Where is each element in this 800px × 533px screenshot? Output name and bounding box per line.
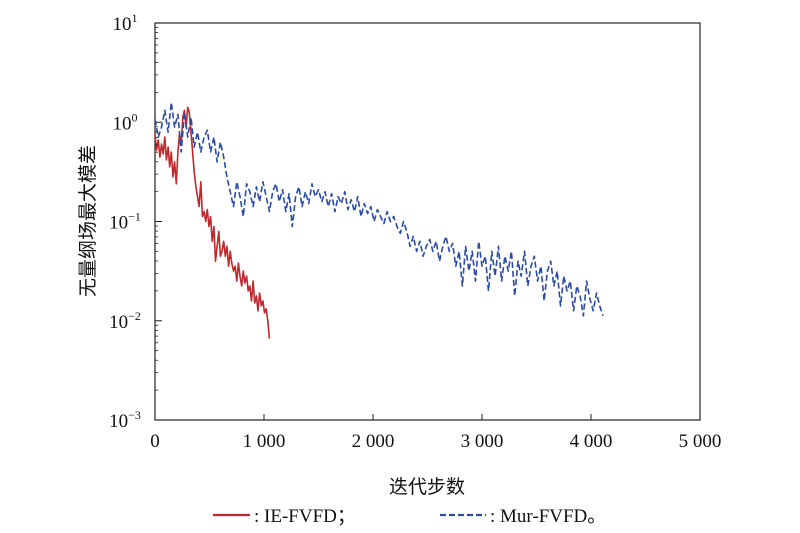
y-tick-label: 101 [113, 11, 138, 35]
y-tick-label: 10−1 [109, 210, 141, 234]
x-tick-label: 5 000 [679, 431, 722, 452]
x-tick-label: 2 000 [352, 431, 395, 452]
x-tick-label: 4 000 [570, 431, 613, 452]
x-tick-label: 1 000 [243, 431, 286, 452]
y-tick-labels: 101 100 10−1 10−2 10−3 [109, 11, 141, 432]
x-tick-label: 0 [150, 431, 160, 452]
x-tick-label: 3 000 [461, 431, 504, 452]
legend-label-ie-fvfd: : IE-FVFD； [254, 506, 356, 527]
x-tick-marks [154, 414, 701, 420]
y-axis-title: 无量纲场最大模差 [77, 145, 99, 297]
y-tick-label: 100 [113, 110, 138, 134]
series-layer [154, 101, 604, 339]
series-line-ie-fvfd [154, 106, 271, 339]
plot-area [154, 22, 701, 421]
y-tick-label: 10−3 [109, 408, 141, 432]
y-tick-marks [155, 22, 162, 421]
x-axis-title: 迭代步数 [389, 476, 465, 498]
legend: : IE-FVFD； : Mur-FVFD。 [213, 506, 606, 527]
series-line-mur-fvfd [154, 101, 604, 317]
y-tick-label: 10−2 [109, 309, 141, 333]
legend-label-mur-fvfd: : Mur-FVFD。 [490, 506, 606, 527]
plot-frame [154, 22, 701, 421]
x-tick-labels: 0 1 000 2 000 3 000 4 000 5 000 [150, 431, 721, 452]
